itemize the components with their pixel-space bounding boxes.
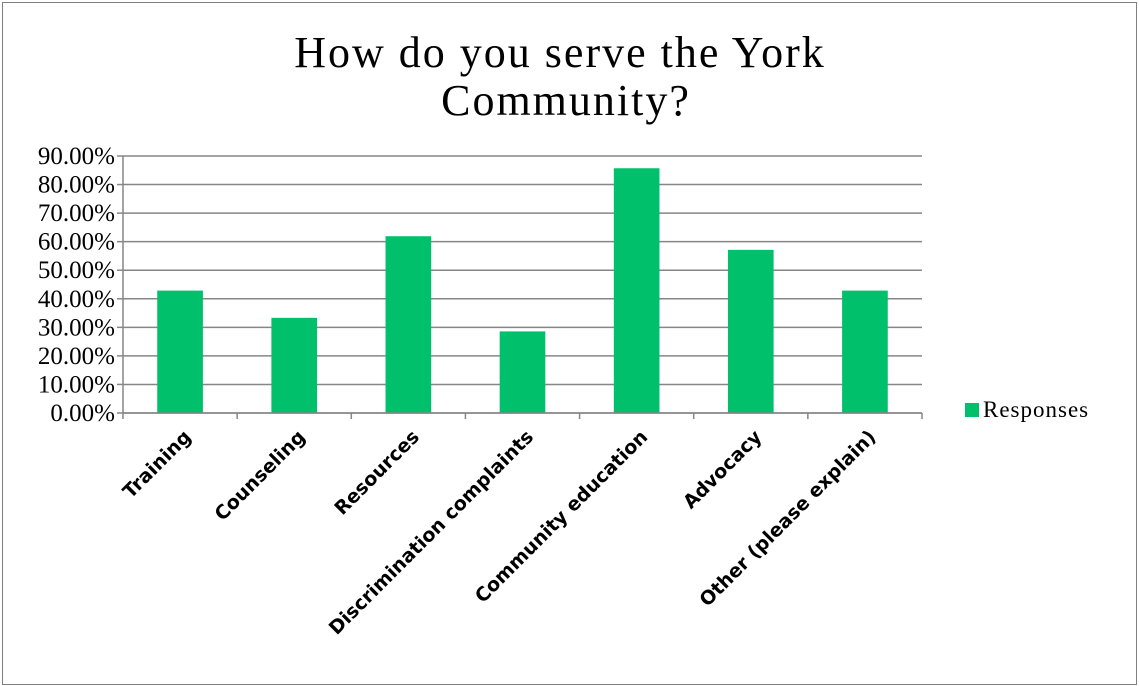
x-tick-label: Discrimination complaints — [325, 426, 538, 639]
bar — [613, 168, 660, 413]
y-tick-label: 50.00% — [38, 257, 115, 284]
y-tick-label: 90.00% — [38, 143, 115, 170]
bar — [499, 331, 546, 413]
y-axis: 0.00%10.00%20.00%30.00%40.00%50.00%60.00… — [38, 143, 124, 427]
bar — [842, 290, 888, 413]
bar — [727, 249, 774, 413]
y-tick-label: 40.00% — [38, 286, 115, 313]
legend: Responses — [965, 397, 1089, 422]
y-tick-label: 0.00% — [50, 400, 115, 427]
bars — [157, 168, 888, 413]
y-tick-label: 80.00% — [38, 172, 115, 199]
bar — [271, 317, 318, 413]
y-tick-label: 60.00% — [38, 229, 115, 256]
x-tick-label: Advocacy — [679, 426, 767, 514]
bar — [157, 290, 203, 413]
y-tick-label: 20.00% — [38, 343, 115, 370]
y-tick-label: 10.00% — [38, 371, 115, 398]
y-tick-label: 30.00% — [38, 314, 115, 341]
chart-title-line-2: Community? — [441, 76, 691, 125]
y-tick-label: 70.00% — [38, 200, 115, 227]
bar — [385, 236, 432, 413]
chart-title: How do you serve the York Community? — [294, 28, 826, 125]
x-tick-label: Training — [119, 426, 196, 503]
x-tick-label: Counseling — [210, 426, 309, 525]
x-axis: Training Counseling ResourcesDiscriminatio… — [119, 412, 923, 639]
x-tick-label: Resources — [330, 426, 424, 520]
legend-swatch — [965, 403, 979, 417]
chart-title-line-1: How do you serve the York — [294, 28, 826, 77]
legend-label: Responses — [983, 397, 1089, 422]
